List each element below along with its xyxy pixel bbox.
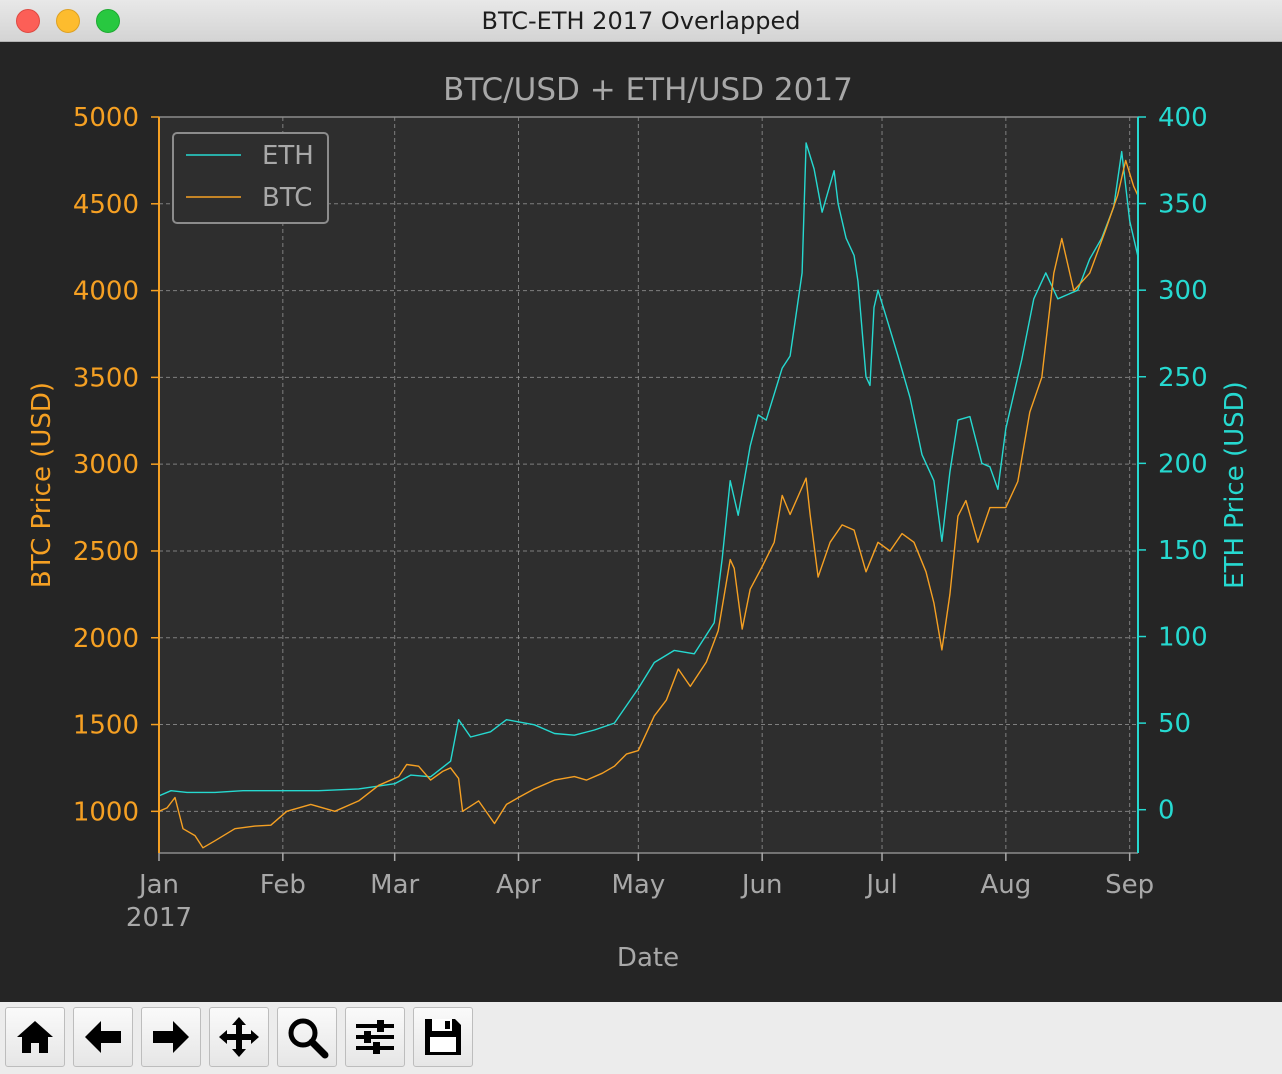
close-window-button[interactable] — [16, 9, 40, 33]
axes: 1000 1500 2000 2500 3000 3500 4000 4500 5000 0 50 1… — [73, 103, 1208, 933]
back-button[interactable] — [73, 1007, 133, 1067]
y-tick-label-right: 300 — [1158, 276, 1208, 306]
maximize-window-button[interactable] — [96, 9, 120, 33]
y-tick-label-right: 100 — [1158, 623, 1208, 653]
pan-button[interactable] — [209, 1007, 269, 1067]
y-tick-label-left: 4000 — [73, 277, 139, 307]
legend: ETH BTC — [172, 132, 329, 224]
sliders-icon — [356, 1020, 394, 1054]
axis-labels: BTC/USD + ETH/USD 2017 Date BTC Price (U… — [27, 72, 1250, 973]
x-tick-year-label: 2017 — [126, 903, 192, 933]
plot-area — [159, 117, 1138, 853]
series-lines — [158, 142, 1139, 849]
x-tick-label: Feb — [260, 870, 306, 900]
x-tick-label: May — [611, 870, 665, 900]
y-tick-label-left: 2000 — [73, 624, 139, 654]
y-tick-label-right: 250 — [1158, 363, 1208, 393]
forward-arrow-icon — [153, 1021, 189, 1053]
zoom-button[interactable] — [277, 1007, 337, 1067]
y-tick-label-left: 4500 — [73, 190, 139, 220]
y-axis-label-left: BTC Price (USD) — [27, 382, 57, 588]
y-tick-label-left: 1500 — [73, 711, 139, 741]
y-tick-label-right: 400 — [1158, 103, 1208, 133]
figure-canvas[interactable]: 1000 1500 2000 2500 3000 3500 4000 4500 5000 0 50 1… — [0, 42, 1282, 1002]
chart-title: BTC/USD + ETH/USD 2017 — [443, 72, 853, 108]
y-axis-label-right: ETH Price (USD) — [1220, 381, 1250, 589]
y-tick-label-left: 1000 — [73, 797, 139, 827]
back-arrow-icon — [85, 1021, 121, 1053]
y-tick-label-right: 0 — [1158, 796, 1175, 826]
forward-button[interactable] — [141, 1007, 201, 1067]
home-icon — [17, 1021, 53, 1053]
save-icon — [425, 1019, 461, 1055]
y-tick-label-right: 50 — [1158, 709, 1191, 739]
y-tick-label-right: 200 — [1158, 449, 1208, 479]
y-tick-label-left: 5000 — [73, 103, 139, 133]
title-bar: BTC-ETH 2017 Overlapped — [0, 0, 1282, 42]
x-tick-label: Jan — [137, 870, 179, 900]
pan-icon — [219, 1017, 259, 1057]
home-button[interactable] — [5, 1007, 65, 1067]
legend-eth-label: ETH — [262, 141, 314, 171]
save-figure-button[interactable] — [413, 1007, 473, 1067]
y-tick-label-left: 3500 — [73, 363, 139, 393]
legend-btc-label: BTC — [262, 183, 312, 213]
x-tick-label: Mar — [370, 870, 419, 900]
window-title: BTC-ETH 2017 Overlapped — [481, 7, 801, 35]
x-tick-label: Aug — [980, 870, 1031, 900]
minimize-window-button[interactable] — [56, 9, 80, 33]
navigation-toolbar — [0, 1002, 1282, 1074]
x-tick-label: Jun — [740, 870, 783, 900]
zoom-icon — [288, 1018, 329, 1059]
dual-axis-line-chart: 1000 1500 2000 2500 3000 3500 4000 4500 5000 0 50 1… — [27, 72, 1250, 973]
y-tick-label-left: 2500 — [73, 537, 139, 567]
series-line-btc — [158, 159, 1139, 849]
x-axis-label: Date — [617, 943, 679, 973]
series-line-eth — [158, 142, 1139, 797]
y-tick-label-right: 350 — [1158, 190, 1208, 220]
y-tick-label-left: 3000 — [73, 450, 139, 480]
x-tick-label: Sep — [1105, 870, 1154, 900]
x-tick-label: Jul — [864, 870, 897, 900]
configure-subplots-button[interactable] — [345, 1007, 405, 1067]
y-tick-label-right: 150 — [1158, 536, 1208, 566]
x-tick-label: Apr — [496, 870, 541, 900]
